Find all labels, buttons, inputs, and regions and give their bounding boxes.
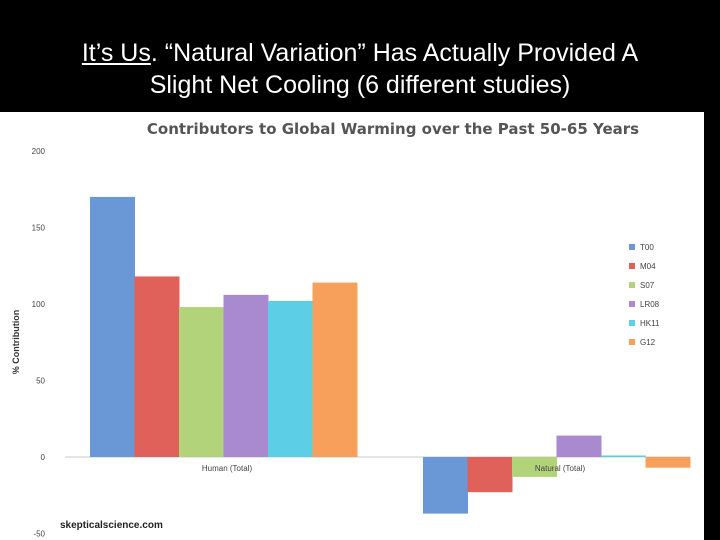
legend-label: LR08 xyxy=(640,300,660,309)
bar-m04-human xyxy=(134,276,180,457)
chart-panel: Contributors to Global Warming over the … xyxy=(0,112,704,540)
bar-g12-human xyxy=(312,282,358,457)
legend-swatch xyxy=(629,263,635,269)
y-axis-ticks: 200 150 100 50 0 -50 xyxy=(32,147,46,539)
legend-swatch xyxy=(629,301,635,307)
category-labels: Human (Total) Natural (Total) xyxy=(202,464,586,473)
legend-label: M04 xyxy=(640,262,656,271)
legend-label: G12 xyxy=(640,338,656,347)
legend-label: S07 xyxy=(640,281,655,290)
bar-lr08-human xyxy=(223,294,269,457)
legend: T00 M04 S07 LR08 HK11 G12 xyxy=(629,243,660,347)
category-label: Natural (Total) xyxy=(535,464,586,473)
category-label: Human (Total) xyxy=(202,464,253,473)
bar-s07-human xyxy=(179,307,224,457)
y-tick-label: -50 xyxy=(33,530,45,539)
slide-title-emphasis: It’s Us xyxy=(81,39,151,67)
legend-swatch xyxy=(629,282,635,288)
bar-s07-natural xyxy=(512,457,557,477)
slide-title-line1: It’s Us. “Natural Variation” Has Actuall… xyxy=(0,38,720,68)
bar-hk11-natural xyxy=(601,455,646,457)
y-axis-label: % Contribution xyxy=(11,310,21,375)
bar-chart: Contributors to Global Warming over the … xyxy=(11,120,691,539)
legend-swatch xyxy=(629,320,635,326)
y-tick-label: 0 xyxy=(41,453,46,462)
legend-swatch xyxy=(629,244,635,250)
chart-title: Contributors to Global Warming over the … xyxy=(147,120,639,138)
y-tick-label: 150 xyxy=(32,224,46,233)
y-tick-label: 100 xyxy=(32,300,46,309)
y-tick-label: 50 xyxy=(36,377,45,386)
legend-swatch xyxy=(629,339,635,345)
source-attribution: skepticalscience.com xyxy=(60,520,163,531)
legend-label: T00 xyxy=(640,243,654,252)
bar-hk11-human xyxy=(268,300,313,457)
slide-title-line2: Slight Net Cooling (6 different studies) xyxy=(149,71,571,99)
bar-m04-natural xyxy=(467,457,513,493)
slide-title-rest: . “Natural Variation” Has Actually Provi… xyxy=(150,39,639,67)
legend-label: HK11 xyxy=(640,319,660,328)
bar-g12-natural xyxy=(645,457,691,468)
bar-lr08-natural xyxy=(556,435,602,457)
bar-t00-human xyxy=(90,196,135,457)
y-tick-label: 200 xyxy=(32,147,46,156)
bars xyxy=(90,196,691,514)
slide-header: It’s Us. “Natural Variation” Has Actuall… xyxy=(0,0,720,112)
bar-t00-natural xyxy=(423,457,468,514)
